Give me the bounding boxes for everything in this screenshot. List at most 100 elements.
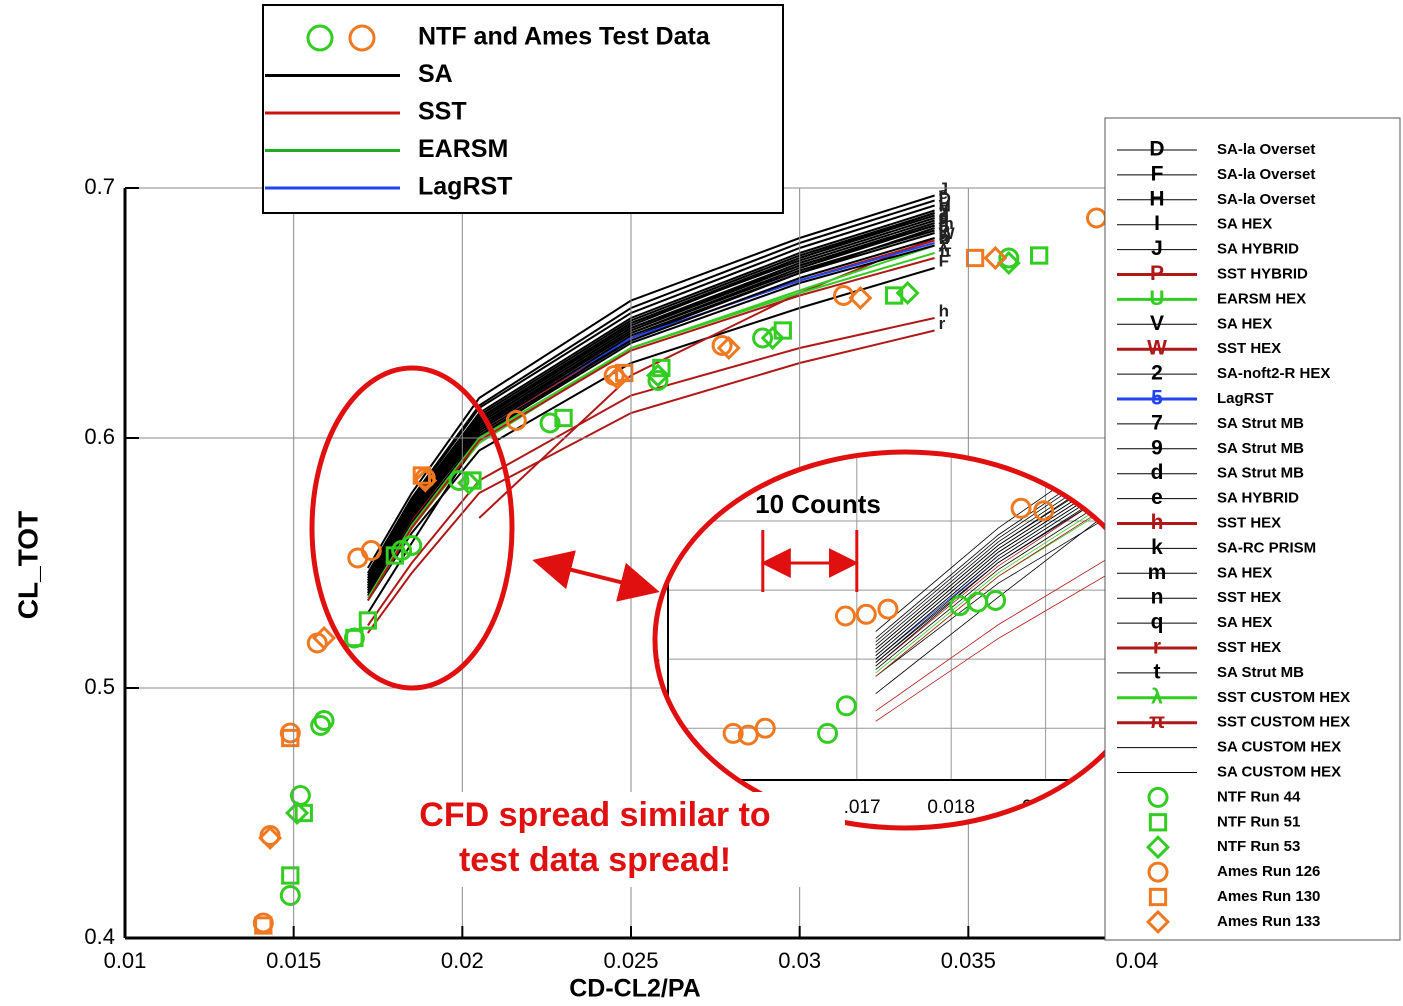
legend-symbol: 7 [1151, 411, 1163, 434]
marker [817, 722, 839, 744]
cfd-curve [367, 244, 935, 597]
cfd-curve [875, 454, 1140, 667]
legend-symbol: π [1149, 710, 1165, 733]
marker [1010, 497, 1032, 519]
legend-label: Ames Run 130 [1217, 888, 1320, 905]
legend-box [1104, 117, 1401, 941]
legend-symbol: d [1151, 461, 1164, 484]
cfd-curve [367, 204, 935, 577]
curve-symbol: h [939, 301, 949, 320]
legend-label: SA-RC PRISM [1217, 539, 1316, 556]
legend-label: SA HEX [1217, 564, 1272, 581]
cfd-curve [875, 454, 1140, 722]
legend-symbol: 2 [1151, 362, 1163, 385]
marker [895, 280, 920, 306]
marker [877, 598, 899, 620]
marker [985, 589, 1007, 611]
y-axis-label: CL_TOT [12, 511, 43, 619]
cfd-curve [875, 454, 1140, 632]
annotation-background [375, 792, 845, 887]
y-tick-label: 0.4 [84, 924, 115, 949]
x-axis-label: CD-CL2/PA [569, 975, 700, 1003]
legend-symbol [306, 24, 334, 52]
legend-symbol: H [1149, 187, 1164, 210]
legend-label: NTF Run 44 [1217, 788, 1301, 805]
legend-label: SA-noft2-R HEX [1217, 365, 1330, 382]
cfd-curve [875, 454, 1140, 660]
legend-symbol: e [1151, 486, 1163, 509]
cfd-curve [367, 267, 935, 602]
legend-label: SA Strut MB [1217, 465, 1304, 482]
marker [279, 885, 301, 906]
marker [760, 325, 785, 351]
marker [1148, 813, 1168, 832]
curve-symbol: r [939, 314, 946, 333]
x-tick-label: 0.025 [603, 948, 658, 973]
legend-symbol: F [1151, 162, 1164, 185]
cfd-curve [367, 232, 935, 594]
cfd-curve [875, 454, 1140, 639]
legend-symbol: I [1154, 212, 1160, 235]
marker [505, 410, 527, 431]
marker [1033, 500, 1055, 522]
legend-label: SST [418, 98, 467, 126]
legend-label: SA HYBRID [1217, 490, 1299, 507]
marker [645, 363, 671, 388]
curve-symbol: 5 [939, 226, 948, 245]
curve-symbol: t [939, 216, 945, 235]
curve-symbol: 2 [939, 211, 948, 230]
cfd-curve [875, 454, 1140, 663]
marker [345, 628, 364, 648]
legend-symbol: P [1150, 262, 1164, 285]
legend-symbol: r [1153, 636, 1161, 659]
legend-label: SA [418, 60, 453, 88]
cfd-curve [367, 217, 935, 584]
marker [965, 248, 985, 268]
legend-label: SST HEX [1217, 589, 1281, 606]
legend-symbol: λ [1151, 685, 1163, 708]
curve-symbol: d [939, 206, 949, 225]
legend-label: NTF Run 53 [1217, 838, 1300, 855]
legend-symbol: W [1147, 337, 1167, 360]
legend-label: SA HEX [1217, 614, 1272, 631]
annotation: test data spread! [459, 841, 731, 879]
marker [254, 916, 273, 935]
legend-symbol: m [1148, 561, 1167, 584]
cfd-curve [478, 237, 935, 519]
cfd-curve [367, 224, 935, 592]
curve-symbol: 9 [939, 209, 948, 228]
marker [605, 365, 630, 391]
legend-label: SA Strut MB [1217, 440, 1304, 457]
marker [752, 327, 774, 349]
cfd-curve [367, 209, 935, 579]
curve-symbol: F [939, 251, 949, 270]
curve-symbol: D [939, 189, 951, 208]
x-tick-label: 0.035 [941, 948, 996, 973]
marker [401, 535, 423, 556]
legend-label: SA CUSTOM HEX [1217, 763, 1341, 780]
y-tick-label: 0.7 [84, 174, 115, 199]
legend-label: SST CUSTOM HEX [1217, 689, 1350, 706]
legend-label: NTF and Ames Test Data [418, 23, 711, 51]
legend-symbol: 5 [1151, 387, 1163, 410]
legend-symbol: h [1151, 511, 1164, 534]
marker [848, 285, 873, 311]
marker [1147, 786, 1169, 808]
highlight-ellipse [309, 365, 515, 691]
legend-label: SA-la Overset [1217, 191, 1315, 208]
legend-label: SA CUSTOM HEX [1217, 739, 1341, 756]
curve-symbol: q [939, 209, 949, 228]
inset-plot [722, 454, 1140, 746]
legend-label: LagRST [418, 173, 512, 201]
marker [285, 800, 310, 826]
legend-label: SST HEX [1217, 340, 1281, 357]
legend-symbol: J [1151, 237, 1163, 260]
legend-symbol: n [1151, 586, 1164, 609]
cfd-curve [367, 252, 935, 599]
legend-label: SA-la Overset [1217, 141, 1315, 158]
cfd-curve [875, 454, 1140, 646]
curve-symbol: V [939, 196, 951, 215]
